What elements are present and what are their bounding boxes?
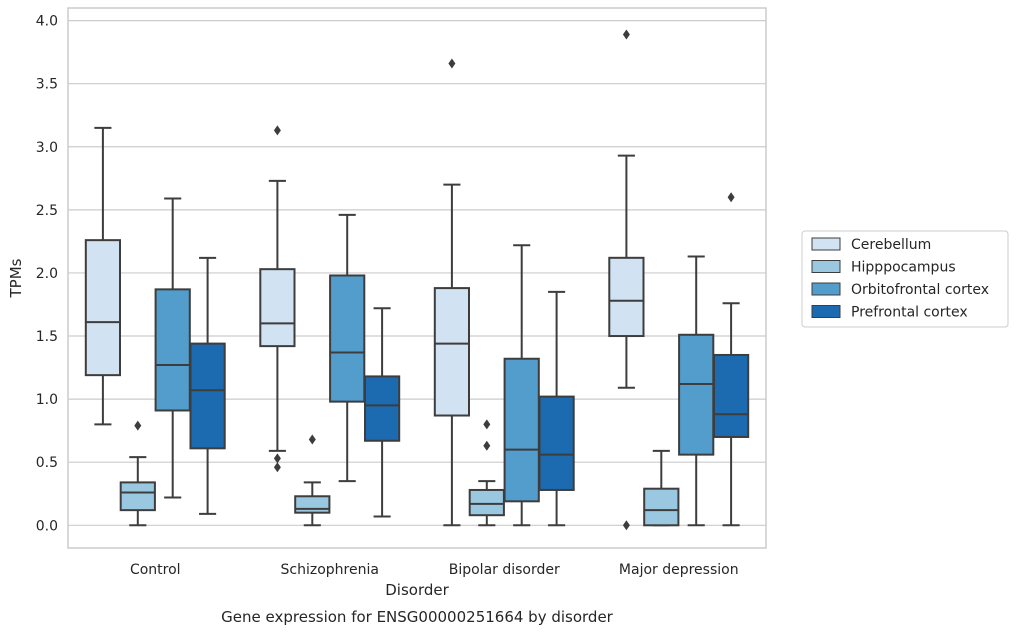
x-tick-label: Major depression bbox=[619, 562, 739, 578]
outlier-point bbox=[622, 520, 630, 531]
plot-area bbox=[68, 8, 766, 548]
legend: Cerebellum Hipppocampus Orbitofrontal cort… bbox=[801, 230, 1009, 328]
outlier-point bbox=[483, 419, 491, 430]
boxes bbox=[84, 29, 750, 531]
outlier-point bbox=[273, 125, 281, 136]
outlier-point bbox=[483, 440, 491, 451]
plot-frame bbox=[67, 7, 767, 549]
legend-label: Orbitofrontal cortex bbox=[851, 282, 989, 298]
box-2-3 bbox=[538, 290, 575, 527]
x-tick-label: Schizophrenia bbox=[281, 562, 379, 578]
legend-frame bbox=[801, 230, 1009, 328]
box-body bbox=[119, 481, 156, 512]
box-1-3 bbox=[363, 307, 401, 518]
y-axis-label: TPMs bbox=[7, 258, 25, 298]
box-1-0 bbox=[259, 125, 296, 473]
outlier-point bbox=[134, 420, 142, 431]
box-body bbox=[503, 357, 540, 503]
box-body bbox=[189, 342, 226, 450]
legend-swatch bbox=[811, 260, 841, 273]
outlier-point bbox=[727, 192, 735, 203]
outlier-point bbox=[273, 462, 281, 473]
legend-swatch bbox=[811, 305, 841, 318]
box-body bbox=[468, 488, 505, 517]
y-tick-label: 0.5 bbox=[36, 455, 58, 471]
box-2-0 bbox=[433, 58, 471, 527]
box-3-0 bbox=[608, 29, 645, 531]
legend-label: Hipppocampus bbox=[851, 260, 956, 276]
x-tick-label: Bipolar disorder bbox=[449, 562, 560, 578]
box-body bbox=[643, 487, 680, 527]
y-tick-label: 3.5 bbox=[36, 77, 58, 93]
outlier-point bbox=[308, 434, 316, 445]
outlier-point bbox=[448, 58, 456, 69]
box-body bbox=[84, 239, 122, 377]
legend-swatch bbox=[811, 237, 841, 251]
legend-label: Cerebellum bbox=[851, 237, 931, 253]
box-0-3 bbox=[189, 256, 226, 515]
legend-label: Prefrontal cortex bbox=[851, 305, 968, 321]
box-2-1 bbox=[468, 419, 505, 527]
x-tick-labels: Control Schizophrenia Bipolar disorder Majo… bbox=[130, 562, 739, 578]
outlier-point bbox=[273, 453, 281, 464]
box-body bbox=[363, 375, 401, 442]
y-tick-label: 4.0 bbox=[36, 14, 58, 30]
box-body bbox=[154, 288, 191, 412]
box-3-3 bbox=[712, 192, 750, 527]
x-axis-label: Disorder bbox=[385, 581, 449, 599]
box-1-2 bbox=[329, 213, 366, 483]
box-body bbox=[608, 256, 645, 338]
y-tick-label: 2.5 bbox=[36, 203, 58, 219]
y-tick-label: 1.5 bbox=[36, 329, 58, 345]
box-3-1 bbox=[643, 449, 680, 527]
box-body bbox=[433, 287, 471, 417]
box-0-1 bbox=[119, 420, 156, 527]
y-tick-label: 0.0 bbox=[36, 518, 58, 534]
x-tick-label: Control bbox=[130, 562, 181, 578]
box-body bbox=[712, 353, 750, 438]
box-3-2 bbox=[678, 255, 715, 527]
box-body bbox=[259, 268, 296, 348]
chart-caption: Gene expression for ENSG00000251664 by d… bbox=[221, 608, 614, 626]
y-tick-labels: 0.0 0.5 1.0 1.5 2.0 2.5 3.0 3.5 4.0 bbox=[36, 14, 58, 535]
y-tick-label: 1.0 bbox=[36, 392, 58, 408]
box-1-1 bbox=[294, 434, 331, 527]
box-body bbox=[678, 333, 715, 456]
legend-swatch bbox=[811, 282, 841, 296]
box-2-2 bbox=[503, 244, 540, 527]
box-body bbox=[294, 495, 331, 514]
y-tick-label: 3.0 bbox=[36, 140, 58, 156]
box-body bbox=[329, 274, 366, 403]
y-tick-label: 2.0 bbox=[36, 266, 58, 282]
outlier-point bbox=[622, 29, 630, 40]
box-0-0 bbox=[84, 126, 122, 426]
box-body bbox=[538, 395, 575, 491]
